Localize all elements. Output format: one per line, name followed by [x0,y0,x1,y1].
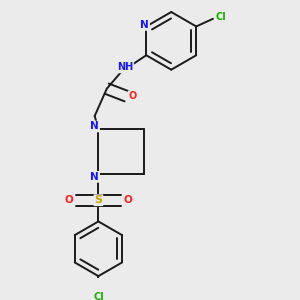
Text: O: O [128,91,137,101]
Text: N: N [140,20,149,30]
Text: O: O [64,195,73,205]
Text: NH: NH [117,62,133,72]
Text: N: N [90,122,99,131]
Text: Cl: Cl [215,12,226,22]
Text: Cl: Cl [93,292,104,300]
Text: O: O [124,195,132,205]
Text: S: S [94,195,102,205]
Text: N: N [90,172,99,182]
